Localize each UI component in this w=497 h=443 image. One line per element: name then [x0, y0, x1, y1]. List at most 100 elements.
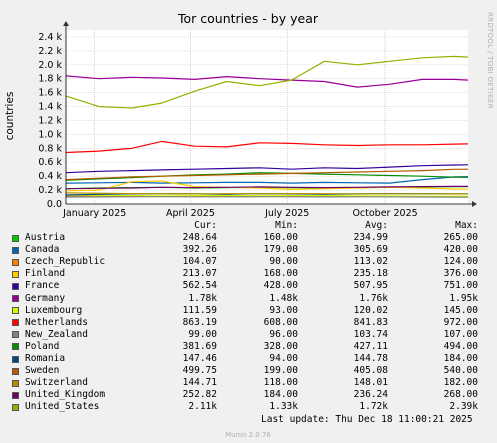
series-line-united-states [65, 55, 469, 109]
legend-cur-value: 213.07 [182, 268, 217, 280]
chart-title: Tor countries - by year [177, 11, 319, 26]
y-tick-label: 1.4 k [38, 102, 62, 113]
legend-avg-value: 305.69 [353, 244, 388, 256]
legend-swatch [12, 391, 19, 399]
legend-max-value: 145.00 [443, 304, 478, 316]
y-tick-label: 0.8 k [38, 143, 62, 154]
legend-series-name: Switzerland [25, 377, 88, 389]
legend-max-value: 420.00 [443, 244, 478, 256]
legend-series-name: Canada [25, 244, 60, 256]
series-line-netherlands [65, 140, 469, 154]
legend-max-value: 182.00 [443, 377, 478, 389]
legend-min-value: 428.00 [263, 280, 298, 292]
legend-table: Cur: Min: Avg: Max: Austria 248.64 160.00 2… [12, 220, 478, 414]
legend-cur-value: 392.26 [182, 244, 217, 256]
legend-series-name: United_States [25, 401, 100, 413]
series-line-luxembourg [65, 194, 468, 197]
legend-avg-value: 103.74 [353, 328, 388, 340]
y-tick-label: 0.0 [47, 199, 62, 210]
legend-avg-value: 841.83 [353, 316, 388, 328]
y-tick-label: 0.4 k [38, 171, 62, 182]
legend-min-value: 328.00 [263, 340, 298, 352]
legend-row: Romania 147.46 94.00 144.78 184.00 [12, 353, 478, 365]
legend-row: Luxembourg 111.59 93.00 120.02 145.00 [12, 305, 478, 317]
legend-swatch [12, 258, 19, 266]
legend-min-value: 608.00 [263, 316, 298, 328]
legend-swatch [12, 246, 19, 254]
legend-max-value: 972.00 [443, 316, 478, 328]
last-update: Last update: Thu Dec 18 11:00:21 2025 [261, 414, 473, 425]
y-tick-label: 1.0 k [38, 129, 62, 140]
legend-cur-value: 252.82 [182, 389, 217, 401]
legend-min-value: 1.48k [269, 292, 298, 304]
legend-max-value: 751.00 [443, 280, 478, 292]
y-tick-label: 2.4 k [38, 32, 62, 43]
legend-series-name: New_Zealand [25, 328, 88, 340]
legend-cur-value: 863.19 [182, 316, 217, 328]
series-line-switzerland [65, 192, 468, 195]
legend-swatch [12, 307, 19, 315]
legend-swatch [12, 234, 19, 242]
legend-min-value: 160.00 [263, 232, 298, 244]
y-axis-arrow [63, 21, 69, 26]
legend-min-value: 118.00 [263, 377, 298, 389]
legend-swatch [12, 282, 19, 290]
legend-max-value: 124.00 [443, 256, 478, 268]
legend-series-name: Finland [25, 268, 66, 280]
legend-max-value: 376.00 [443, 268, 478, 280]
legend-header: Cur: Min: Avg: Max: [12, 220, 478, 232]
legend-series-name: France [25, 280, 60, 292]
legend-swatch [12, 355, 19, 363]
legend-cur-value: 2.11k [188, 401, 217, 413]
legend-row: Switzerland 144.71 118.00 148.01 182.00 [12, 377, 478, 389]
legend-series-name: United_Kingdom [25, 389, 106, 401]
series-line-finland [65, 180, 469, 192]
y-axis-label: countries [4, 92, 16, 141]
legend-swatch [12, 379, 19, 387]
legend-row: New_Zealand 99.00 96.00 103.74 107.00 [12, 329, 478, 341]
legend-header-max: Max: [455, 220, 478, 231]
x-axis-arrow [472, 201, 477, 207]
legend-min-value: 184.00 [263, 389, 298, 401]
series-line-germany [65, 75, 469, 88]
x-tick-label: October 2025 [352, 208, 417, 219]
legend-min-value: 179.00 [263, 244, 298, 256]
legend-series-name: Netherlands [25, 316, 88, 328]
legend-max-value: 494.00 [443, 340, 478, 352]
legend-max-value: 184.00 [443, 353, 478, 365]
legend-cur-value: 1.78k [188, 292, 217, 304]
x-tick-label: July 2025 [264, 208, 309, 219]
legend-swatch [12, 331, 19, 339]
legend-min-value: 90.00 [269, 256, 298, 268]
x-tick-label: April 2025 [166, 208, 215, 219]
legend-swatch [12, 295, 19, 303]
series-line-canada [65, 176, 469, 184]
legend-avg-value: 120.02 [353, 304, 388, 316]
legend-cur-value: 99.00 [188, 328, 217, 340]
legend-series-name: Sweden [25, 365, 60, 377]
legend-row: Czech_Republic 104.07 90.00 113.02 124.00 [12, 256, 478, 268]
y-tick-label: 1.2 k [38, 115, 62, 126]
rrdtool-credit: RRDTOOL / TOBI OETIKER [486, 12, 494, 109]
legend-max-value: 268.00 [443, 389, 478, 401]
legend-swatch [12, 367, 19, 375]
legend-avg-value: 235.18 [353, 268, 388, 280]
legend-max-value: 107.00 [443, 328, 478, 340]
legend-min-value: 93.00 [269, 304, 298, 316]
legend-cur-value: 562.54 [182, 280, 217, 292]
legend-avg-value: 1.72k [359, 401, 388, 413]
legend-min-value: 96.00 [269, 328, 298, 340]
legend-min-value: 199.00 [263, 365, 298, 377]
series-line-france [65, 164, 469, 174]
legend-cur-value: 499.75 [182, 365, 217, 377]
y-tick-label: 1.6 k [38, 88, 62, 99]
legend-row: Sweden 499.75 199.00 405.08 540.00 [12, 365, 478, 377]
legend-header-avg: Avg: [365, 220, 388, 231]
legend-avg-value: 234.99 [353, 232, 388, 244]
legend-row: Netherlands 863.19 608.00 841.83 972.00 [12, 317, 478, 329]
y-tick-label: 2.0 k [38, 60, 62, 71]
y-tick-label: 0.2 k [38, 185, 62, 196]
legend-cur-value: 144.71 [182, 377, 217, 389]
legend-swatch [12, 270, 19, 278]
legend-series-name: Poland [25, 340, 60, 352]
